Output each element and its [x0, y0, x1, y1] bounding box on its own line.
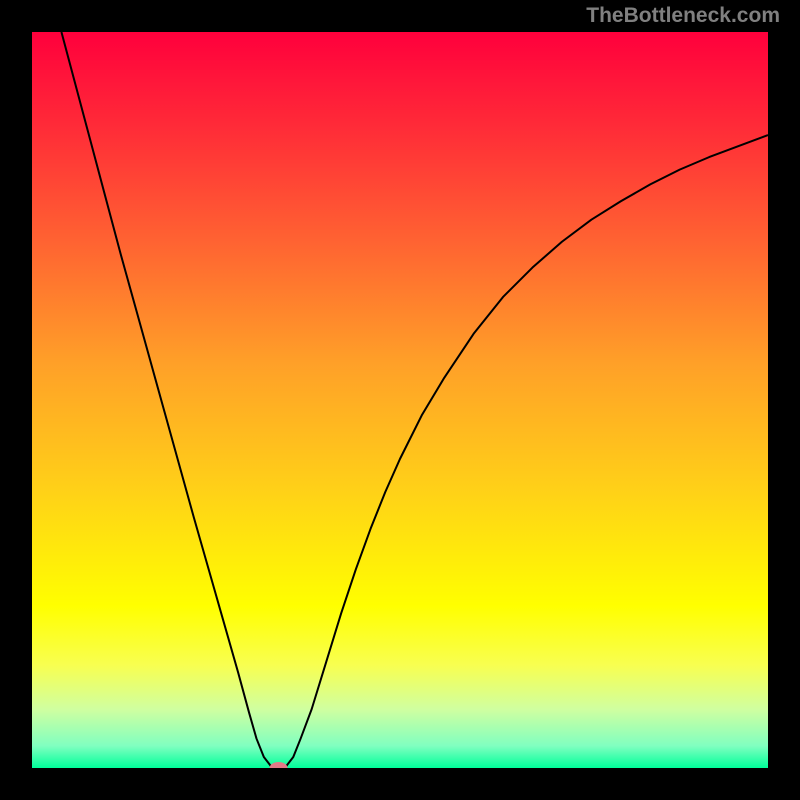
bottleneck-curve — [61, 32, 768, 768]
chart-container: TheBottleneck.com — [0, 0, 800, 800]
minimum-marker — [270, 762, 288, 768]
plot-area — [32, 32, 768, 768]
watermark-text: TheBottleneck.com — [586, 4, 780, 28]
curve-layer — [32, 32, 768, 768]
